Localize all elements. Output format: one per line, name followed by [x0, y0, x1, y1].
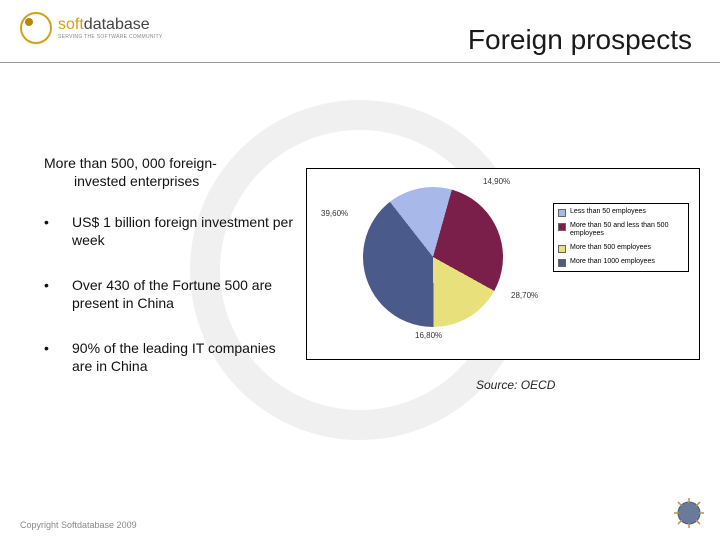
legend-item: Less than 50 employees	[558, 208, 684, 217]
content-block: More than 500, 000 foreign- invested ent…	[44, 155, 294, 403]
legend-item: More than 1000 employees	[558, 258, 684, 267]
pie-label: 28,70%	[511, 291, 538, 300]
pie-label: 14,90%	[483, 177, 510, 186]
headline: More than 500, 000 foreign- invested ent…	[44, 155, 294, 190]
logo-tagline: SERVING THE SOFTWARE COMMUNITY	[58, 34, 162, 40]
title-underline	[0, 62, 720, 63]
page-title: Foreign prospects	[468, 24, 692, 56]
list-item: • Over 430 of the Fortune 500 are presen…	[44, 277, 294, 312]
logo-brand: softdatabase	[58, 16, 162, 34]
pie-label: 39,60%	[321, 209, 348, 218]
source-text: Source: OECD	[476, 378, 555, 392]
corner-badge-icon	[672, 496, 706, 530]
legend-item: More than 50 and less than 500 employees	[558, 222, 684, 239]
bullet-list: • US$ 1 billion foreign investment per w…	[44, 214, 294, 375]
pie-label: 16,80%	[415, 331, 442, 340]
legend: Less than 50 employees More than 50 and …	[553, 203, 689, 272]
copyright: Copyright Softdatabase 2009	[20, 520, 137, 530]
pie-chart: 14,90% 28,70% 16,80% 39,60% Less than 50…	[306, 168, 700, 360]
list-item: • US$ 1 billion foreign investment per w…	[44, 214, 294, 249]
list-item: • 90% of the leading IT companies are in…	[44, 340, 294, 375]
pie-graphic: 14,90% 28,70% 16,80% 39,60%	[363, 187, 503, 327]
legend-item: More than 500 employees	[558, 244, 684, 253]
logo: softdatabase SERVING THE SOFTWARE COMMUN…	[20, 12, 162, 44]
logo-circle-icon	[20, 12, 52, 44]
